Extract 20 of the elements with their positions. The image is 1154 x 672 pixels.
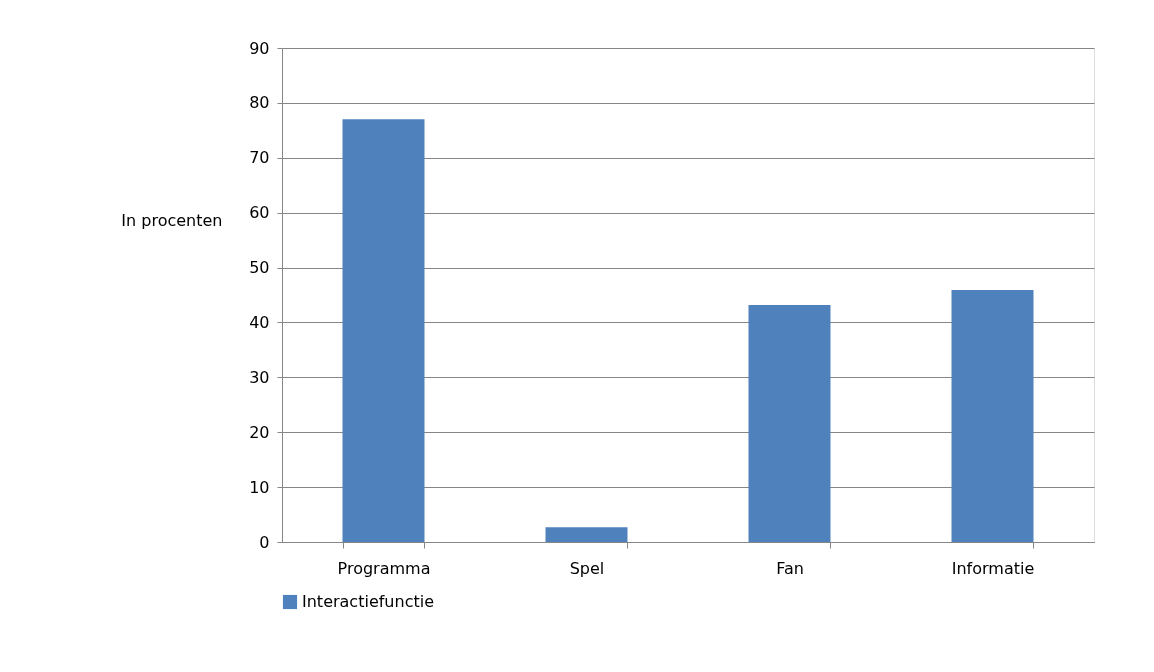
x-tick-label: Informatie (951, 558, 1035, 578)
y-tick-label: 10 (249, 477, 270, 497)
bar (748, 304, 831, 542)
y-tick-label: 0 (259, 532, 270, 552)
y-axis-title: In procenten (121, 210, 223, 230)
y-tick-label: 20 (249, 422, 270, 442)
legend-label: Interactiefunctie (302, 592, 434, 611)
x-tick-label: Fan (776, 558, 804, 578)
y-tick-label: 70 (249, 148, 270, 168)
y-tick-label: 30 (249, 367, 270, 387)
x-tick-label: Programma (337, 558, 431, 578)
bar (545, 527, 628, 542)
bar (951, 290, 1034, 542)
y-tick-label: 60 (249, 203, 270, 223)
y-tick-label: 90 (249, 38, 270, 58)
y-tick-label: 50 (249, 258, 270, 278)
y-tick-label: 80 (249, 93, 270, 113)
x-tick-label: Spel (569, 558, 605, 578)
bar (342, 119, 425, 542)
y-tick-label: 40 (249, 312, 270, 332)
